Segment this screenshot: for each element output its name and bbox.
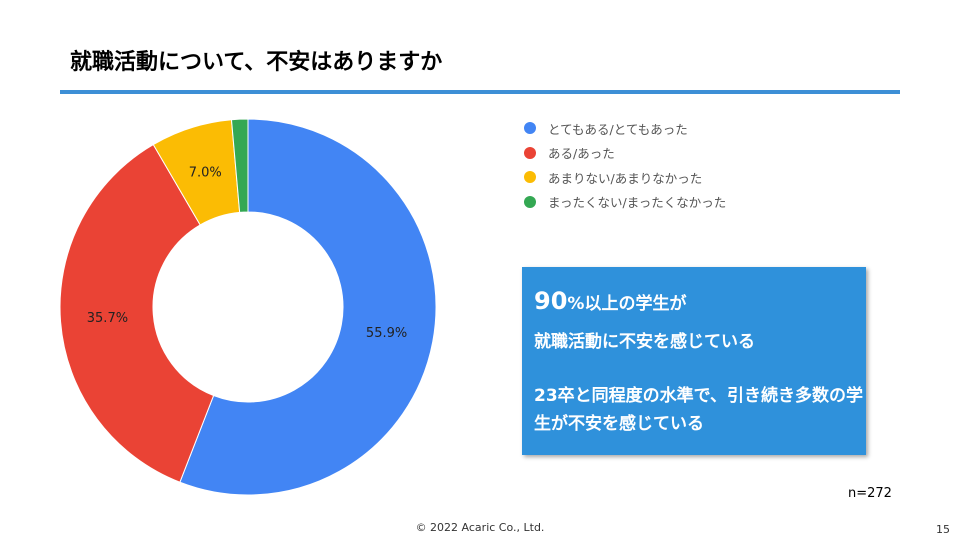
legend-label: まったくない/まったくなかった [548, 195, 727, 211]
copyright: © 2022 Acaric Co., Ltd. [415, 521, 545, 534]
page-number: 15 [936, 523, 950, 536]
legend-item: とてもある/とてもあった [524, 116, 726, 141]
data-label: 7.0% [189, 166, 222, 181]
chart-legend: とてもある/とてもあった ある/あったあまりない/あまりなかったまったくない/まっ… [524, 116, 726, 214]
callout-line3: 23卒と同程度の水準で、引き続き多数の学生が不安を感じている [534, 386, 863, 434]
data-label: 55.9% [366, 326, 407, 341]
title-divider [60, 90, 900, 94]
callout-line2: 就職活動に不安を感じている [534, 332, 755, 352]
legend-item: あまりない/あまりなかった [524, 165, 726, 190]
callout-headline: 90%以上の学生が [534, 287, 686, 315]
legend-dot-icon [524, 122, 536, 135]
slide-title: 就職活動について、不安はありますか [70, 50, 443, 75]
sample-size: n=272 [848, 486, 892, 501]
legend-dot-icon [524, 171, 536, 184]
donut-chart: 55.9% 35.7% 7.0% [59, 118, 437, 496]
legend-label: とてもある/とてもあった [548, 121, 688, 137]
donut-slice-4 [230, 118, 249, 213]
summary-callout: 90%以上の学生が 就職活動に不安を感じている 23卒と同程度の水準で、引き続き… [522, 267, 866, 455]
legend-dot-icon [524, 146, 536, 159]
legend-label: あまりない/あまりなかった [548, 170, 703, 186]
legend-item: ある/あった [524, 141, 726, 166]
callout-percent-sign: % [567, 294, 585, 314]
legend-item: まったくない/まったくなかった [524, 190, 726, 215]
donut-slice-1 [179, 118, 437, 496]
callout-big-number: 90 [534, 287, 568, 315]
donut-slice-2 [59, 143, 215, 483]
callout-line1: 以上の学生が [584, 294, 687, 314]
data-label: 35.7% [87, 311, 128, 326]
legend-dot-icon [524, 195, 536, 208]
legend-label: ある/あった [548, 146, 615, 162]
